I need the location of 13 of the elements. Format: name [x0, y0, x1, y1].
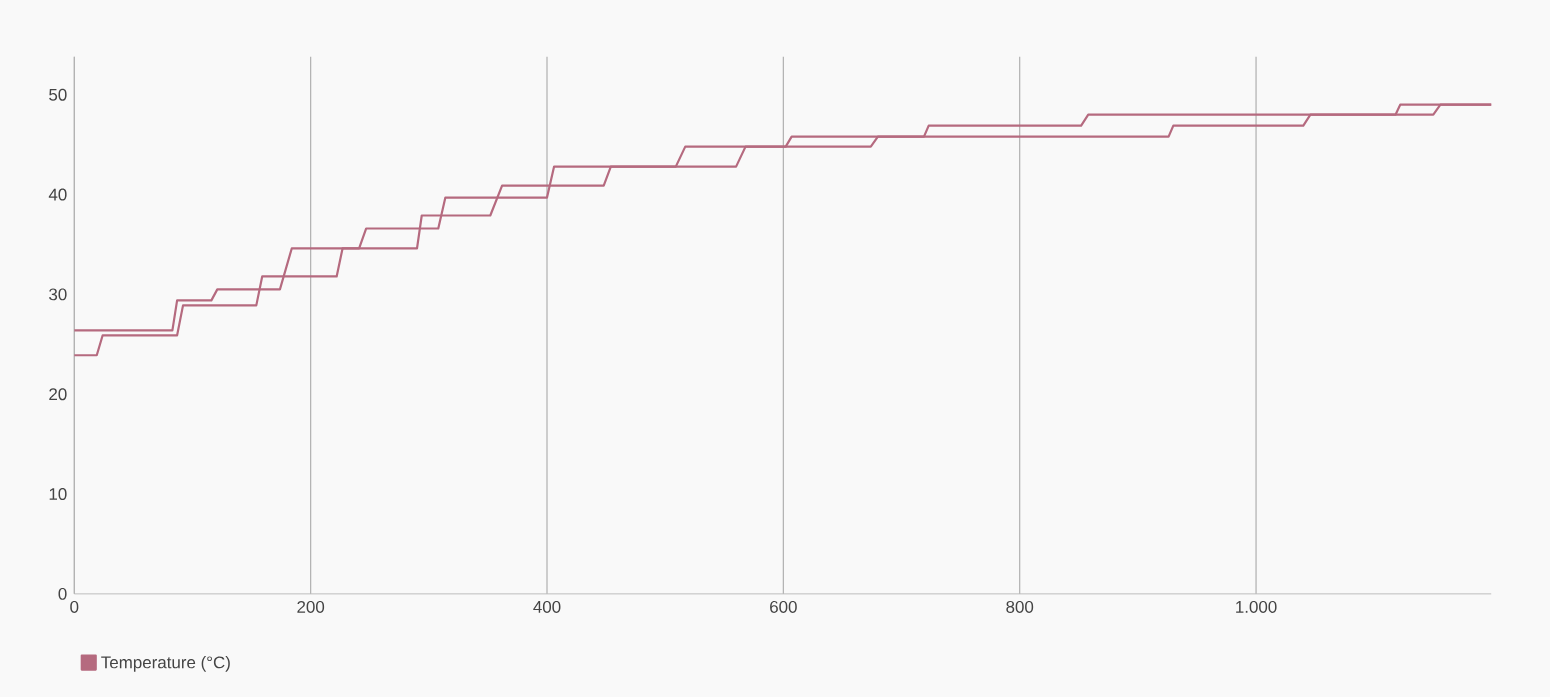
y-tick-label: 30: [49, 288, 67, 301]
y-tick-label: 10: [49, 487, 67, 500]
x-tick-label: 1.000: [1236, 600, 1277, 613]
y-tick-label: 0: [58, 587, 67, 600]
x-tick-label: 600: [770, 600, 797, 613]
y-tick-label: 40: [48, 188, 67, 201]
x-tick-label: 0: [70, 600, 79, 613]
y-tick-label: 50: [49, 88, 67, 101]
x-tick-label: 200: [297, 600, 325, 613]
legend-label: Temperature (°C): [101, 655, 230, 672]
x-tick-label: 800: [1006, 600, 1034, 613]
y-tick-label: 20: [49, 387, 67, 400]
x-tick-label: 400: [533, 600, 561, 613]
